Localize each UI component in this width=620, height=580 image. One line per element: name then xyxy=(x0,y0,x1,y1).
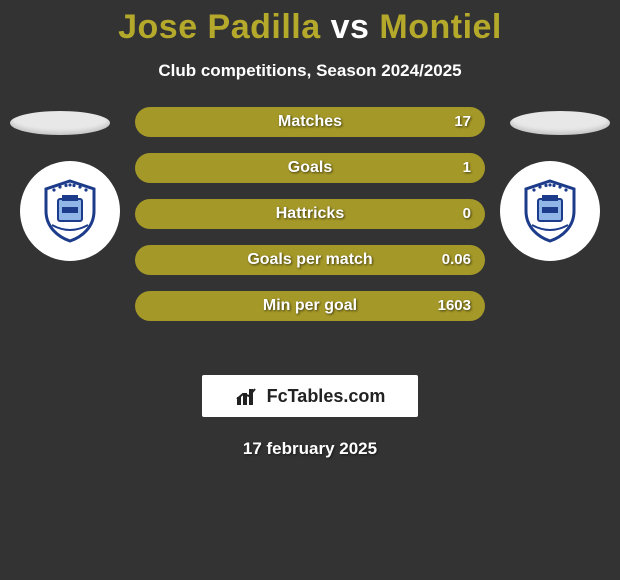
club-badge-left xyxy=(20,161,120,261)
stat-value-right: 0.06 xyxy=(428,245,485,275)
stat-row: Matches 17 xyxy=(135,107,485,137)
stat-rows: Matches 17 Goals 1 Hattricks 0 Goals per… xyxy=(135,107,485,337)
brand-badge[interactable]: FcTables.com xyxy=(202,375,418,417)
snapshot-date: 17 february 2025 xyxy=(0,439,620,459)
stat-label: Hattricks xyxy=(135,199,485,229)
stat-value-right: 1 xyxy=(449,153,485,183)
stat-value-right: 1603 xyxy=(424,291,485,321)
barchart-icon xyxy=(235,385,261,407)
player-photo-right xyxy=(510,111,610,135)
stat-row: Min per goal 1603 xyxy=(135,291,485,321)
page-title: Jose Padilla vs Montiel xyxy=(0,0,620,47)
brand-text: FcTables.com xyxy=(267,386,386,407)
title-vs: vs xyxy=(331,8,370,46)
stat-value-right: 0 xyxy=(449,199,485,229)
stat-value-right: 17 xyxy=(440,107,485,137)
pachuca-crest-icon xyxy=(516,177,584,245)
stat-row: Hattricks 0 xyxy=(135,199,485,229)
club-badge-right xyxy=(500,161,600,261)
comparison-stage: Matches 17 Goals 1 Hattricks 0 Goals per… xyxy=(0,111,620,371)
stat-label: Goals xyxy=(135,153,485,183)
title-player1: Jose Padilla xyxy=(118,8,321,46)
stat-row: Goals 1 xyxy=(135,153,485,183)
subtitle: Club competitions, Season 2024/2025 xyxy=(0,61,620,81)
pachuca-crest-icon xyxy=(36,177,104,245)
stat-row: Goals per match 0.06 xyxy=(135,245,485,275)
stat-label: Matches xyxy=(135,107,485,137)
title-player2: Montiel xyxy=(379,8,501,46)
player-photo-left xyxy=(10,111,110,135)
